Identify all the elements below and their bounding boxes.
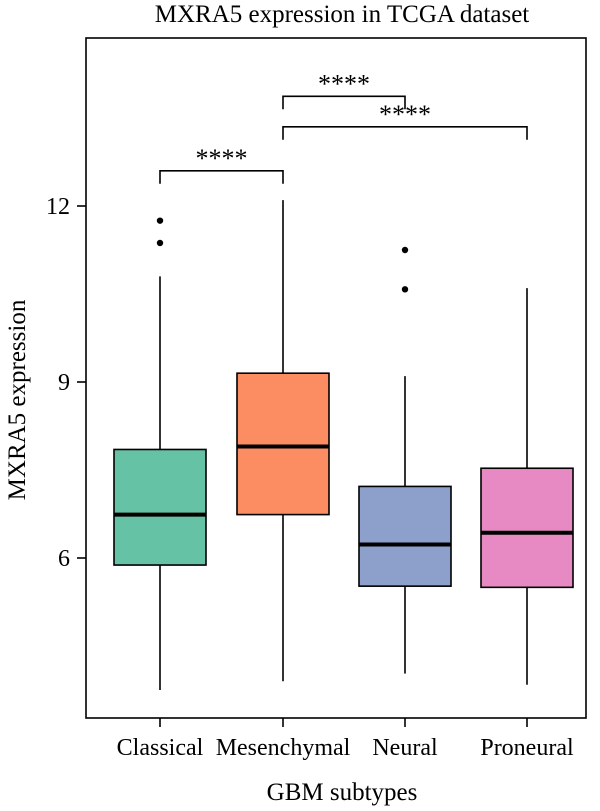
- box-neural: [358, 485, 452, 587]
- outlier-classical-2: [156, 217, 164, 224]
- chart-marks: 6 9 12 Classical Mesenchymal Neural Proneural *…: [46, 69, 574, 761]
- box-classical: [113, 448, 207, 566]
- outlier-classical-1: [156, 239, 164, 247]
- significance-label-mesenchymal-proneural: ****: [379, 100, 431, 129]
- outlier-neural-2: [401, 246, 409, 254]
- chart-title: MXRA5 expression in TCGA dataset: [155, 1, 530, 28]
- x-tick-label-proneural: Proneural: [480, 735, 574, 761]
- significance-bracket-classical-mesenchymal: [159, 170, 284, 184]
- x-tick-label-classical: Classical: [117, 735, 204, 761]
- outlier-neural-1: [401, 286, 409, 293]
- x-tick-label-neural: Neural: [372, 735, 438, 761]
- y-tick-label-6: 6: [58, 546, 70, 572]
- y-axis-title: MXRA5 expression: [4, 299, 31, 500]
- y-tick-label-12: 12: [46, 194, 70, 220]
- significance-label-mesenchymal-neural: ****: [318, 69, 370, 98]
- significance-label-classical-mesenchymal: ****: [196, 144, 248, 173]
- y-tick-label-9: 9: [58, 370, 70, 396]
- x-axis-title: GBM subtypes: [267, 779, 418, 806]
- significance-bracket-mesenchymal-proneural: [282, 126, 528, 140]
- box-mesenchymal: [236, 372, 330, 516]
- box-proneural: [480, 467, 574, 589]
- x-tick-label-mesenchymal: Mesenchymal: [216, 735, 351, 761]
- significance-bracket-mesenchymal-neural: [282, 95, 406, 110]
- plot-area-frame: [85, 37, 587, 719]
